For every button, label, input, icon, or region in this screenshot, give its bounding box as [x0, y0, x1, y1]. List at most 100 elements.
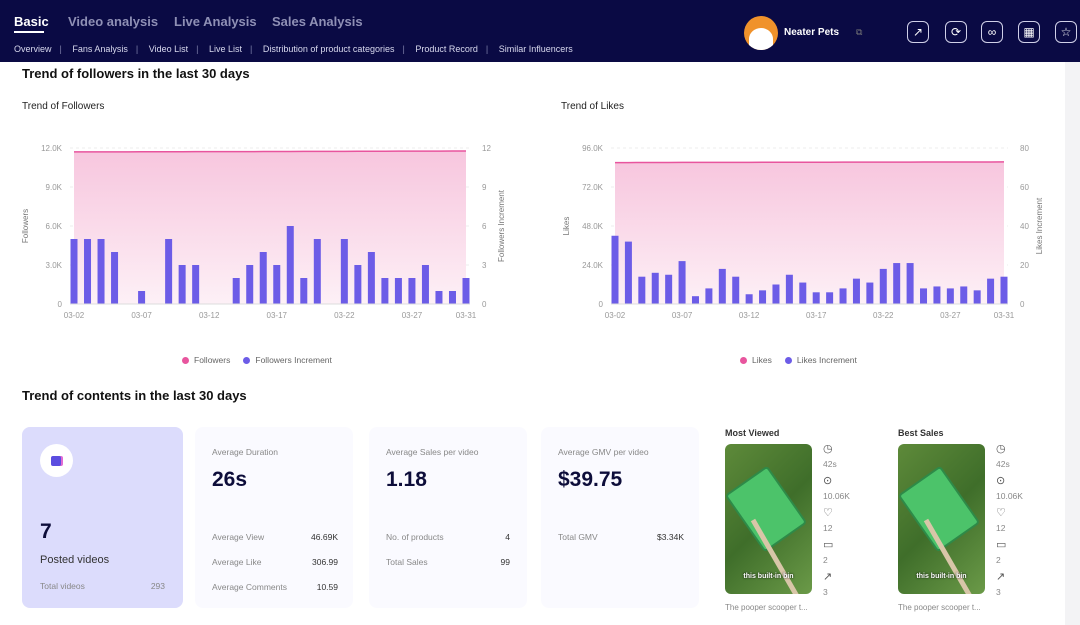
increment-bar[interactable]	[718, 268, 726, 304]
increment-bar[interactable]	[462, 278, 470, 304]
y-tick-label: 0	[599, 300, 604, 309]
increment-bar[interactable]	[1000, 276, 1008, 304]
subnav-fans-analysis[interactable]: Fans Analysis	[72, 44, 128, 54]
legend-dot-likes-increment	[784, 356, 792, 364]
increment-bar[interactable]	[111, 252, 119, 304]
legend-dot-followers-increment	[243, 356, 251, 364]
card-value: 26s	[212, 468, 248, 491]
increment-bar[interactable]	[246, 265, 254, 304]
increment-bar[interactable]	[84, 239, 92, 304]
increment-bar[interactable]	[381, 278, 389, 304]
y2-tick-label: 0	[482, 300, 487, 309]
video-thumbnail[interactable]: this built-in bin	[725, 444, 812, 594]
increment-bar[interactable]	[678, 261, 686, 304]
increment-bar[interactable]	[394, 278, 402, 304]
increment-bar[interactable]	[70, 239, 78, 304]
increment-bar[interactable]	[812, 292, 820, 304]
subnav-product-record[interactable]: Product Record	[415, 44, 478, 54]
increment-bar[interactable]	[705, 288, 713, 304]
increment-bar[interactable]	[165, 239, 173, 304]
increment-bar[interactable]	[435, 291, 443, 304]
increment-bar[interactable]	[300, 278, 308, 304]
increment-bar[interactable]	[973, 290, 981, 304]
increment-bar[interactable]	[421, 265, 429, 304]
increment-bar[interactable]	[178, 265, 186, 304]
increment-bar[interactable]	[785, 274, 793, 304]
row-value: $3.34K	[657, 532, 684, 542]
subnav-live-list[interactable]: Live List	[209, 44, 243, 54]
tab-sales-analysis[interactable]: Sales Analysis	[272, 14, 363, 29]
legend-followers-increment[interactable]: Followers Increment	[255, 355, 332, 365]
increment-bar[interactable]	[408, 278, 416, 304]
increment-bar[interactable]	[799, 282, 807, 304]
increment-bar[interactable]	[624, 241, 632, 304]
card-label: Average Sales per video	[386, 447, 479, 457]
increment-bar[interactable]	[97, 239, 105, 304]
avatar[interactable]	[744, 16, 778, 50]
video-stat-value: 3	[996, 587, 1001, 597]
increment-bar[interactable]	[313, 239, 321, 304]
video-stat-value: 12	[996, 523, 1006, 533]
increment-bar[interactable]	[651, 272, 659, 304]
increment-bar[interactable]	[920, 288, 928, 304]
increment-bar[interactable]	[732, 276, 740, 304]
legend-likes[interactable]: Likes	[752, 355, 772, 365]
subnav-product-categories[interactable]: Distribution of product categories	[262, 44, 395, 54]
increment-bar[interactable]	[611, 235, 619, 304]
video-title[interactable]: The pooper scooper t...	[725, 603, 808, 612]
x-tick-label: 03-22	[873, 311, 894, 320]
increment-bar[interactable]	[665, 274, 673, 304]
comment-icon: ▭	[823, 539, 834, 551]
y2-tick-label: 0	[1020, 300, 1025, 309]
subnav-video-list[interactable]: Video List	[148, 44, 189, 54]
increment-bar[interactable]	[759, 290, 767, 304]
copy-icon[interactable]: ⧉	[856, 27, 863, 37]
area-line	[614, 161, 1005, 164]
increment-bar[interactable]	[691, 296, 699, 304]
subnav-similar-influencers[interactable]: Similar Influencers	[498, 44, 573, 54]
increment-bar[interactable]	[273, 265, 281, 304]
increment-bar[interactable]	[232, 278, 240, 304]
star-icon[interactable]: ☆	[1055, 21, 1077, 43]
increment-bar[interactable]	[772, 284, 780, 305]
increment-bar[interactable]	[354, 265, 362, 304]
increment-bar[interactable]	[259, 252, 267, 304]
link-icon[interactable]: ∞	[981, 21, 1003, 43]
increment-bar[interactable]	[946, 288, 954, 304]
increment-bar[interactable]	[286, 226, 294, 304]
increment-bar[interactable]	[367, 252, 375, 304]
refresh-icon[interactable]: ⟳	[945, 21, 967, 43]
increment-bar[interactable]	[138, 291, 146, 304]
increment-bar[interactable]	[839, 288, 847, 304]
tab-basic[interactable]: Basic	[14, 14, 49, 29]
video-stat-value: 10.06K	[996, 491, 1023, 501]
y-tick-label: 24.0K	[582, 261, 604, 270]
increment-bar[interactable]	[960, 286, 968, 304]
increment-bar[interactable]	[638, 276, 646, 304]
video-title[interactable]: The pooper scooper t...	[898, 603, 981, 612]
increment-bar[interactable]	[826, 292, 834, 304]
grid-icon[interactable]: ▦	[1018, 21, 1040, 43]
increment-bar[interactable]	[879, 268, 887, 304]
increment-bar[interactable]	[893, 263, 901, 304]
scrollbar[interactable]	[1065, 62, 1080, 625]
clock-icon: ◷	[823, 443, 833, 455]
tab-live-analysis[interactable]: Live Analysis	[174, 14, 257, 29]
subnav-overview[interactable]: Overview	[14, 44, 52, 54]
video-thumbnail[interactable]: this built-in bin	[898, 444, 985, 594]
legend-followers[interactable]: Followers	[194, 355, 231, 365]
increment-bar[interactable]	[448, 291, 456, 304]
increment-bar[interactable]	[852, 278, 860, 304]
tab-video-analysis[interactable]: Video analysis	[68, 14, 159, 29]
increment-bar[interactable]	[987, 278, 995, 304]
video-heading: Best Sales	[898, 428, 944, 438]
increment-bar[interactable]	[866, 282, 874, 304]
legend-likes-increment[interactable]: Likes Increment	[796, 355, 857, 365]
increment-bar[interactable]	[192, 265, 200, 304]
sub-nav: Overview | Fans Analysis | Video List | Liv…	[14, 44, 573, 54]
increment-bar[interactable]	[906, 263, 914, 304]
increment-bar[interactable]	[340, 239, 348, 304]
share-icon[interactable]: ↗	[907, 21, 929, 43]
increment-bar[interactable]	[933, 286, 941, 304]
increment-bar[interactable]	[745, 294, 753, 304]
